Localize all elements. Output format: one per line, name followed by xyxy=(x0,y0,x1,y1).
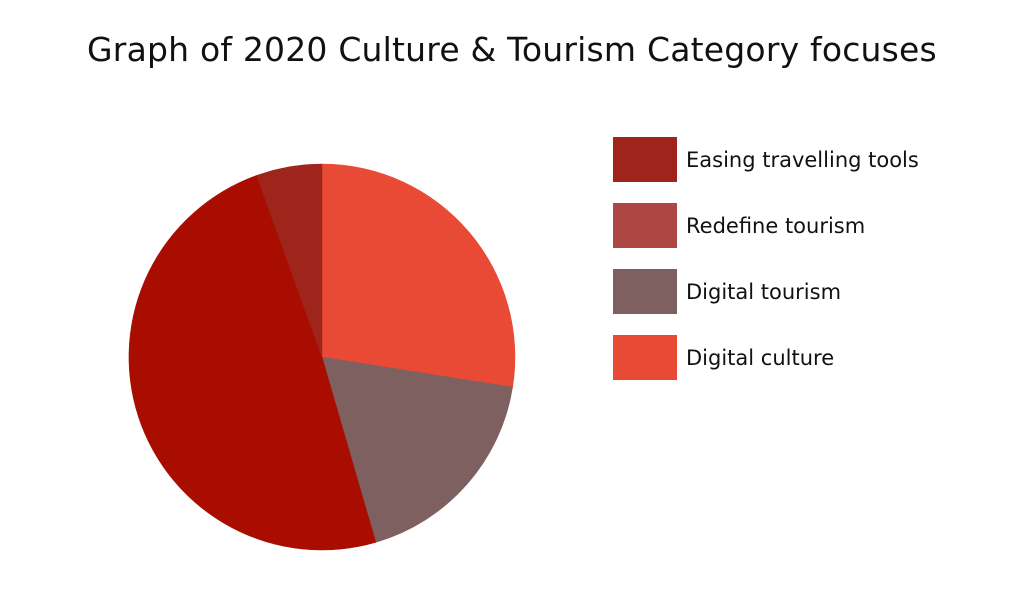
legend-item-digital-tourism: Digital tourism xyxy=(613,269,919,314)
legend-swatch xyxy=(613,203,677,248)
legend-swatch xyxy=(613,335,677,380)
legend-label: Digital culture xyxy=(686,345,835,370)
legend-item-easing-travelling-tools: Easing travelling tools xyxy=(613,137,919,182)
legend-label: Redefine tourism xyxy=(686,213,866,238)
legend-label: Easing travelling tools xyxy=(686,147,919,172)
legend-swatch xyxy=(613,269,677,314)
pie-slice-redefine-tourism xyxy=(128,175,377,551)
pie-slice-digital-culture xyxy=(321,163,516,388)
legend-item-digital-culture: Digital culture xyxy=(613,335,919,380)
pie-slice-easing-travelling-tools xyxy=(256,163,323,358)
chart-legend: Easing travelling tools Redefine tourism… xyxy=(613,137,919,401)
chart-title: Graph of 2020 Culture & Tourism Category… xyxy=(87,30,937,69)
legend-item-redefine-tourism: Redefine tourism xyxy=(613,203,919,248)
legend-label: Digital tourism xyxy=(686,279,842,304)
legend-swatch xyxy=(613,137,677,182)
pie-slice-digital-tourism xyxy=(321,356,513,543)
